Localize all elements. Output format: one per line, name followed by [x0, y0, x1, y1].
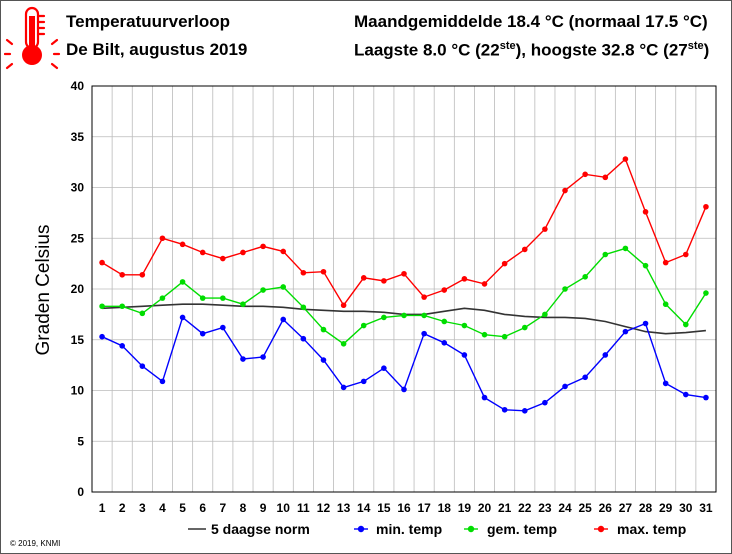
extremes-stat: Laagste 8.0 °C (22ste), hoogste 32.8 °C … [354, 40, 710, 60]
chart-title: Temperatuurverloop [66, 12, 231, 31]
chart-subtitle: De Bilt, augustus 2019 [66, 40, 248, 59]
y-axis-label: Graden Celsius [33, 224, 54, 356]
monthly-mean-stat: Maandgemiddelde 18.4 °C (normaal 17.5 °C… [354, 12, 708, 31]
thermometer-icon [4, 6, 61, 70]
copyright-note: © 2019, KNMI [10, 539, 61, 548]
